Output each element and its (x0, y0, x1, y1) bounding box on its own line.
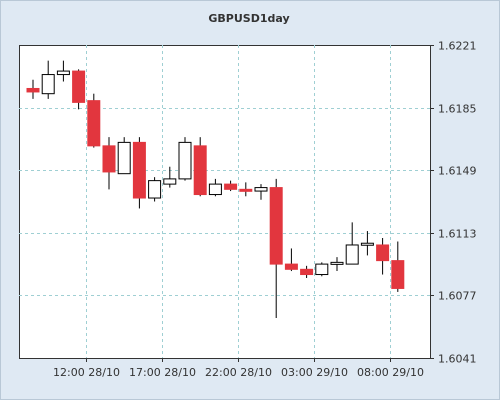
y-tick-label: 1.6041 (438, 353, 477, 366)
y-tick-label: 1.6113 (438, 228, 477, 241)
candle-down (132, 137, 146, 209)
candle-body (284, 263, 298, 270)
candle-body (269, 187, 283, 265)
candle-down (26, 79, 40, 99)
candle-body (56, 70, 70, 76)
y-tick-label: 1.6221 (438, 40, 477, 53)
candle-body (330, 261, 344, 265)
candle-body (72, 70, 86, 103)
candle-body (315, 263, 329, 276)
candle-body (132, 141, 146, 199)
x-tick-label: 03:00 29/10 (281, 366, 348, 379)
candle-down (284, 248, 298, 272)
chart-title: GBPUSD1day (208, 12, 289, 25)
candle-body (178, 141, 192, 180)
x-tick-label: 12:00 28/10 (53, 366, 120, 379)
candle-body (208, 183, 222, 196)
candle-down (224, 180, 238, 192)
candle-down (102, 137, 116, 190)
candle-down (193, 137, 207, 197)
candle-body (26, 87, 40, 93)
candle-body (345, 244, 359, 265)
y-tick-label: 1.6149 (438, 165, 477, 178)
candle-up (330, 257, 344, 272)
candle-down (300, 265, 314, 279)
candle-body (254, 187, 268, 192)
x-tick-label: 17:00 28/10 (129, 366, 196, 379)
candle-body (148, 180, 162, 199)
candle-body (376, 244, 390, 262)
candle-up (41, 60, 55, 99)
candle-body (41, 74, 55, 95)
candle-body (391, 260, 405, 289)
plot-area (19, 45, 431, 359)
x-axis: 12:00 28/10 17:00 28/10 22:00 28/10 03:00 2… (53, 358, 424, 379)
candles (26, 60, 405, 319)
y-axis: 1.6221 1.6185 1.6149 1.6113 1.6077 1.6041 (430, 40, 477, 366)
x-tick-label: 08:00 29/10 (357, 366, 424, 379)
candle-body (102, 145, 116, 173)
candle-body (193, 145, 207, 196)
candle-up (178, 137, 192, 181)
candle-up (360, 231, 374, 256)
candle-up (163, 166, 177, 188)
candle-body (87, 100, 101, 147)
y-tick-label: 1.6185 (438, 103, 477, 116)
candle-body (360, 242, 374, 246)
candle-up (117, 137, 131, 175)
candle-up (56, 60, 70, 82)
candle-body (224, 183, 238, 190)
candle-up (315, 262, 329, 277)
candle-body (239, 188, 253, 192)
candle-up (345, 222, 359, 265)
y-tick-label: 1.6077 (438, 290, 477, 303)
candle-body (300, 268, 314, 276)
candle-body (163, 178, 177, 185)
candle-down (72, 69, 86, 110)
candle-down (87, 93, 101, 148)
candle-down (239, 182, 253, 197)
x-tick-label: 22:00 28/10 (205, 366, 272, 379)
candle-down (269, 178, 283, 319)
candle-up (148, 177, 162, 202)
candle-down (391, 241, 405, 292)
grid (19, 45, 430, 358)
candle-body (117, 141, 131, 175)
candle-up (208, 178, 222, 197)
candle-up (254, 184, 268, 200)
candle-down (376, 238, 390, 275)
